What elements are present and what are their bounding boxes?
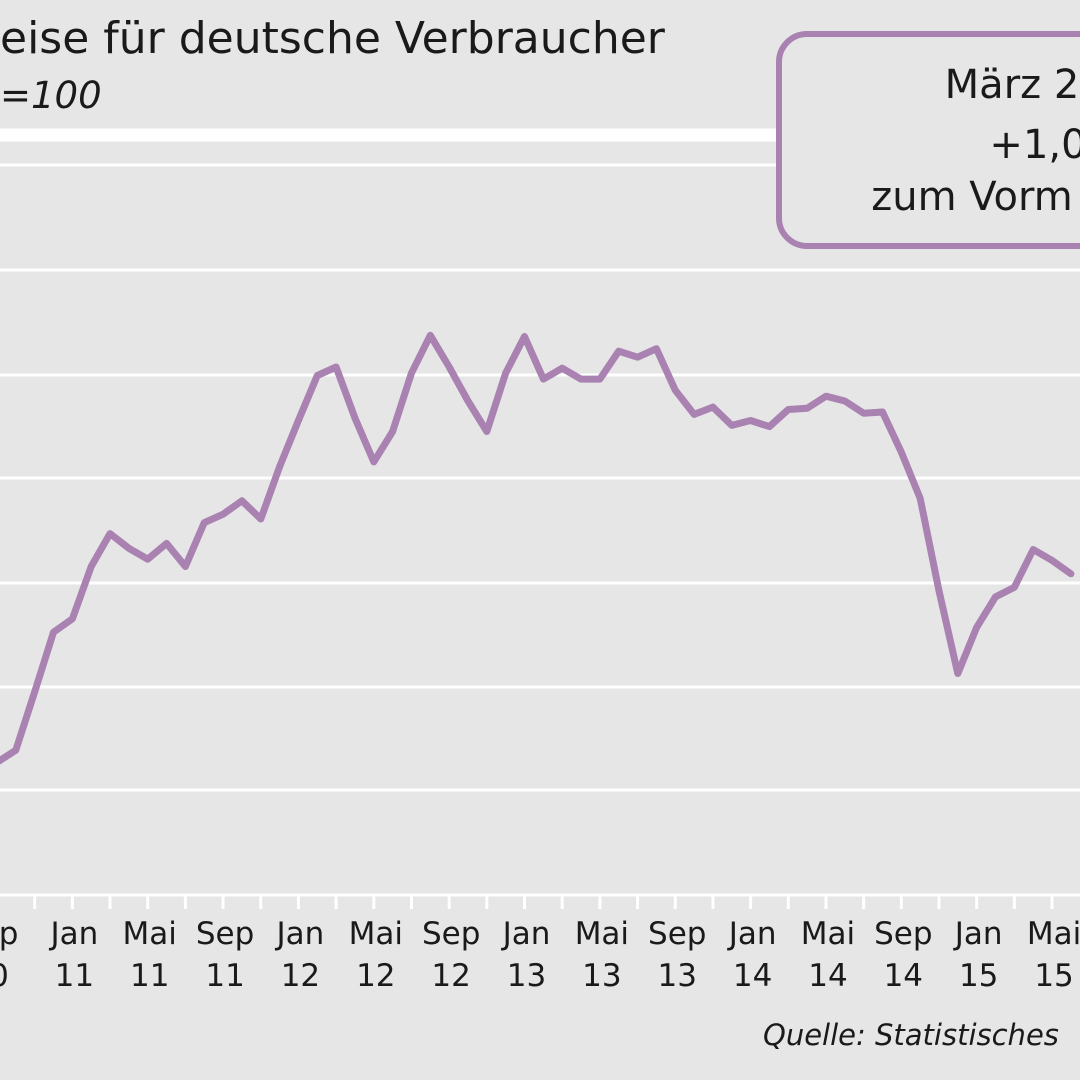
source-note: Quelle: Statistisches: [763, 1018, 1059, 1052]
x-tick-label-month: Sep: [196, 916, 254, 952]
x-tick-label-year: 11: [55, 958, 94, 994]
x-tick-label-year: 15: [1034, 958, 1073, 994]
x-tick-label-month: Mai: [801, 916, 855, 952]
x-tick-label-year: 11: [130, 958, 169, 994]
x-tick-label-month: Jan: [727, 916, 777, 952]
x-tick-label-year: 12: [281, 958, 320, 994]
x-tick-label-month: Jan: [501, 916, 551, 952]
x-tick-label-month: Mai: [1027, 916, 1080, 952]
x-tick-label-year: 12: [356, 958, 395, 994]
x-tick-label-year: 13: [658, 958, 697, 994]
series-line-group: [0, 331, 1075, 765]
x-tick-label-month: Jan: [48, 916, 98, 952]
x-tick-label-month: Mai: [575, 916, 629, 952]
x-tick-label-year: 15: [959, 958, 998, 994]
annotation-box: März 2 +1,0 zum Vorm: [776, 31, 1080, 249]
annotation-line-2: +1,0: [989, 122, 1080, 168]
x-tick-label-month: Mai: [349, 916, 403, 952]
x-tick-label-month: ep: [0, 916, 18, 952]
x-tick-label-year: 14: [808, 958, 847, 994]
chart-subtitle: =100: [0, 74, 102, 117]
x-tick-label-year: 13: [507, 958, 546, 994]
x-tick-label-year: 0: [0, 958, 9, 994]
x-tick-label-month: Sep: [874, 916, 932, 952]
series-line: [0, 331, 1075, 765]
chart-title: eise für deutsche Verbraucher: [0, 13, 666, 64]
annotation-border: [776, 31, 1080, 249]
x-tick-label-year: 13: [582, 958, 621, 994]
x-tick-label-year: 14: [733, 958, 772, 994]
annotation-line-1: März 2: [945, 62, 1080, 108]
x-tick-label-month: Jan: [275, 916, 325, 952]
x-tick-label-year: 12: [431, 958, 470, 994]
x-tick-label-year: 14: [884, 958, 923, 994]
annotation-line-3: zum Vorm: [871, 174, 1072, 220]
x-tick-label-month: Sep: [422, 916, 480, 952]
x-tick-label-month: Jan: [953, 916, 1003, 952]
x-tick-label-month: Sep: [648, 916, 706, 952]
x-axis: ep 0 Jan 11 Mai 11 Sep 11 Jan 12 Mai 12 Sep 12 Jan 13 Ma…: [0, 895, 1080, 994]
x-tick-label-month: Mai: [123, 916, 177, 952]
x-tick-label-year: 11: [205, 958, 244, 994]
